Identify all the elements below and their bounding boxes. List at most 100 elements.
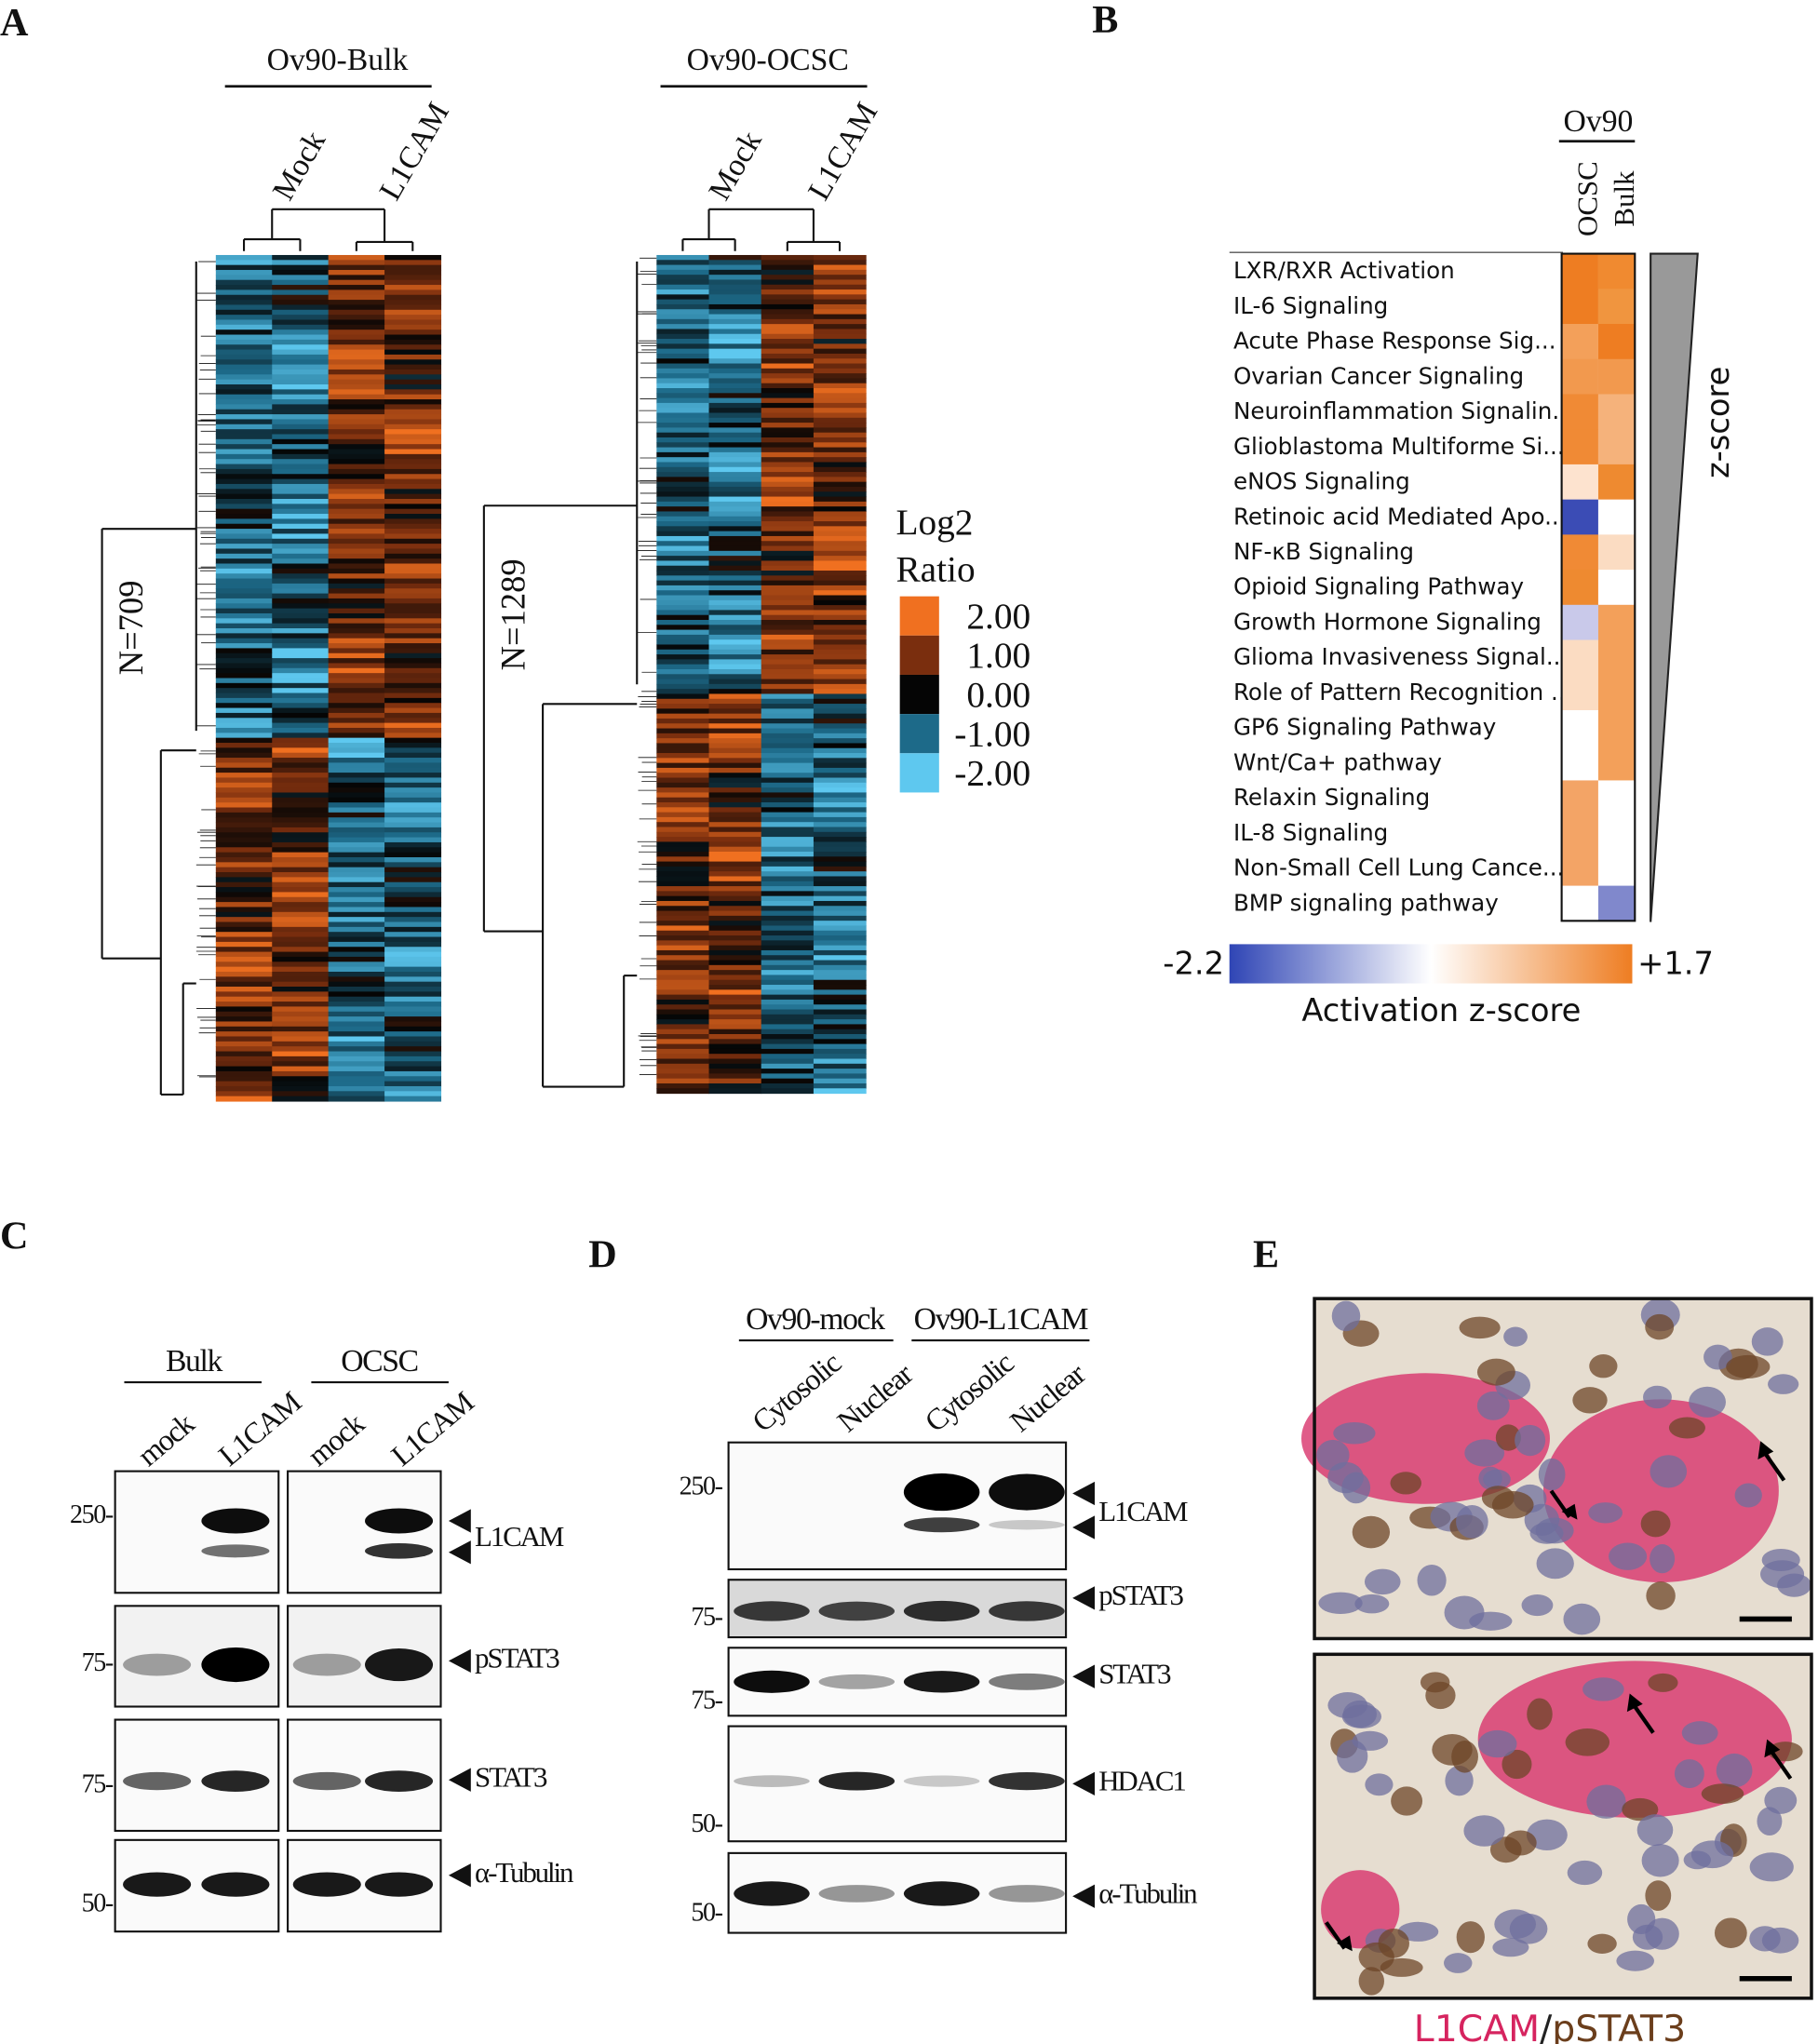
heatmap-cell [761, 910, 815, 917]
cell-nucleus [1354, 1594, 1390, 1614]
scale-label: +1.7 [1637, 945, 1714, 981]
heatmap-cell [215, 275, 273, 281]
heatmap-cell [272, 354, 330, 360]
heatmap-cell [761, 1004, 815, 1011]
heatmap-cell [328, 752, 385, 759]
heatmap-cell [708, 802, 762, 808]
cell-nucleus [1527, 1698, 1553, 1730]
zscore-cell [1597, 570, 1636, 606]
heatmap-cell [656, 1048, 710, 1055]
heatmap-cell [813, 999, 867, 1005]
heatmap-cell [708, 275, 762, 281]
heatmap-cell [656, 526, 710, 532]
heatmap-cell [761, 402, 815, 409]
heatmap-cell [761, 289, 815, 295]
heatmap-cell [272, 817, 330, 824]
heatmap-cell [328, 762, 385, 769]
heatmap-cell [813, 358, 867, 365]
heatmap-cell [761, 481, 815, 488]
heatmap-cell [328, 966, 385, 973]
heatmap-cell [761, 466, 815, 473]
heatmap-cell [384, 315, 442, 321]
heatmap-cell [656, 314, 710, 320]
heatmap-cell [328, 727, 385, 733]
heatmap-cell [656, 575, 710, 582]
heatmap-cell [272, 289, 330, 296]
heatmap-cell [384, 802, 442, 809]
zscore-cell [1597, 358, 1636, 395]
heatmap-cell [656, 275, 710, 281]
cell-nucleus [1358, 1942, 1394, 1972]
heatmap-cell [708, 423, 762, 428]
heatmap-cell [656, 1034, 710, 1040]
heatmap-cell [328, 598, 385, 604]
heatmap-cell [272, 563, 330, 570]
heatmap-cell [656, 393, 710, 399]
heatmap-cell [656, 1024, 710, 1030]
heatmap-cell [813, 900, 867, 907]
heatmap-cell [708, 279, 762, 286]
heatmap-cell [708, 427, 762, 434]
heatmap-cell [215, 902, 273, 908]
heatmap-cell [215, 1016, 273, 1023]
cell-nucleus [1668, 1417, 1705, 1439]
heatmap-cell [384, 1046, 442, 1053]
heatmap-cell [384, 593, 442, 599]
heatmap-cell [272, 643, 330, 649]
heatmap-cell [384, 514, 442, 519]
heatmap-cell [761, 659, 815, 666]
heatmap-cell [215, 956, 273, 962]
column-label: L1CAM [373, 97, 456, 206]
pathway-label: eNOS Signaling [1233, 468, 1410, 495]
heatmap-cell [384, 807, 442, 814]
heatmap-cell [656, 753, 710, 759]
heatmap-cell [215, 419, 273, 425]
heatmap-cell [272, 847, 330, 854]
heatmap-cell [761, 866, 815, 872]
heatmap-cell [656, 1009, 710, 1015]
heatmap-cell [813, 506, 867, 513]
heatmap-cell [761, 634, 815, 640]
panel-label: B [1092, 0, 1118, 42]
heatmap-cell [761, 816, 815, 823]
heatmap-cell [761, 264, 815, 271]
heatmap-cell [328, 538, 385, 545]
heatmap-cell [656, 906, 710, 912]
heatmap-cell [272, 453, 330, 460]
heatmap-cell [384, 474, 442, 480]
heatmap-cell [813, 989, 867, 996]
heatmap-cell [656, 639, 710, 646]
heatmap-cell [384, 932, 442, 938]
heatmap-cell [761, 713, 815, 719]
heatmap-cell [215, 802, 273, 809]
zscore-cell [1561, 499, 1598, 535]
cell-nucleus [1632, 1924, 1663, 1950]
heatmap-cell [761, 723, 815, 730]
pathway-label: IL-6 Signaling [1233, 292, 1388, 319]
heatmap-cell [708, 269, 762, 276]
heatmap-cell [328, 678, 385, 684]
heatmap-cell [384, 1091, 442, 1097]
heatmap-cell [272, 394, 330, 400]
pathway-label: Glioblastoma Multiforme Si... [1233, 433, 1565, 460]
cell-nucleus [1645, 1313, 1675, 1340]
heatmap-cell [813, 412, 867, 419]
heatmap-cell [328, 459, 385, 465]
band [903, 1775, 980, 1787]
heatmap-cell [761, 787, 815, 793]
heatmap-cell [328, 374, 385, 381]
heatmap-cell [813, 1034, 867, 1040]
cell-nucleus [1683, 1850, 1711, 1870]
heatmap-cell [656, 767, 710, 773]
heatmap-cell [384, 568, 442, 574]
heatmap-cell [813, 565, 867, 572]
heatmap-cell [272, 1061, 330, 1068]
heatmap-cell [272, 404, 330, 410]
heatmap-cell [656, 960, 710, 966]
cell-nucleus [1397, 1921, 1439, 1942]
heatmap-cell [656, 822, 710, 828]
heatmap-cell [272, 667, 330, 674]
heatmap-cell [761, 378, 815, 384]
heatmap-cell [813, 664, 867, 670]
heatmap-cell [272, 1026, 330, 1032]
